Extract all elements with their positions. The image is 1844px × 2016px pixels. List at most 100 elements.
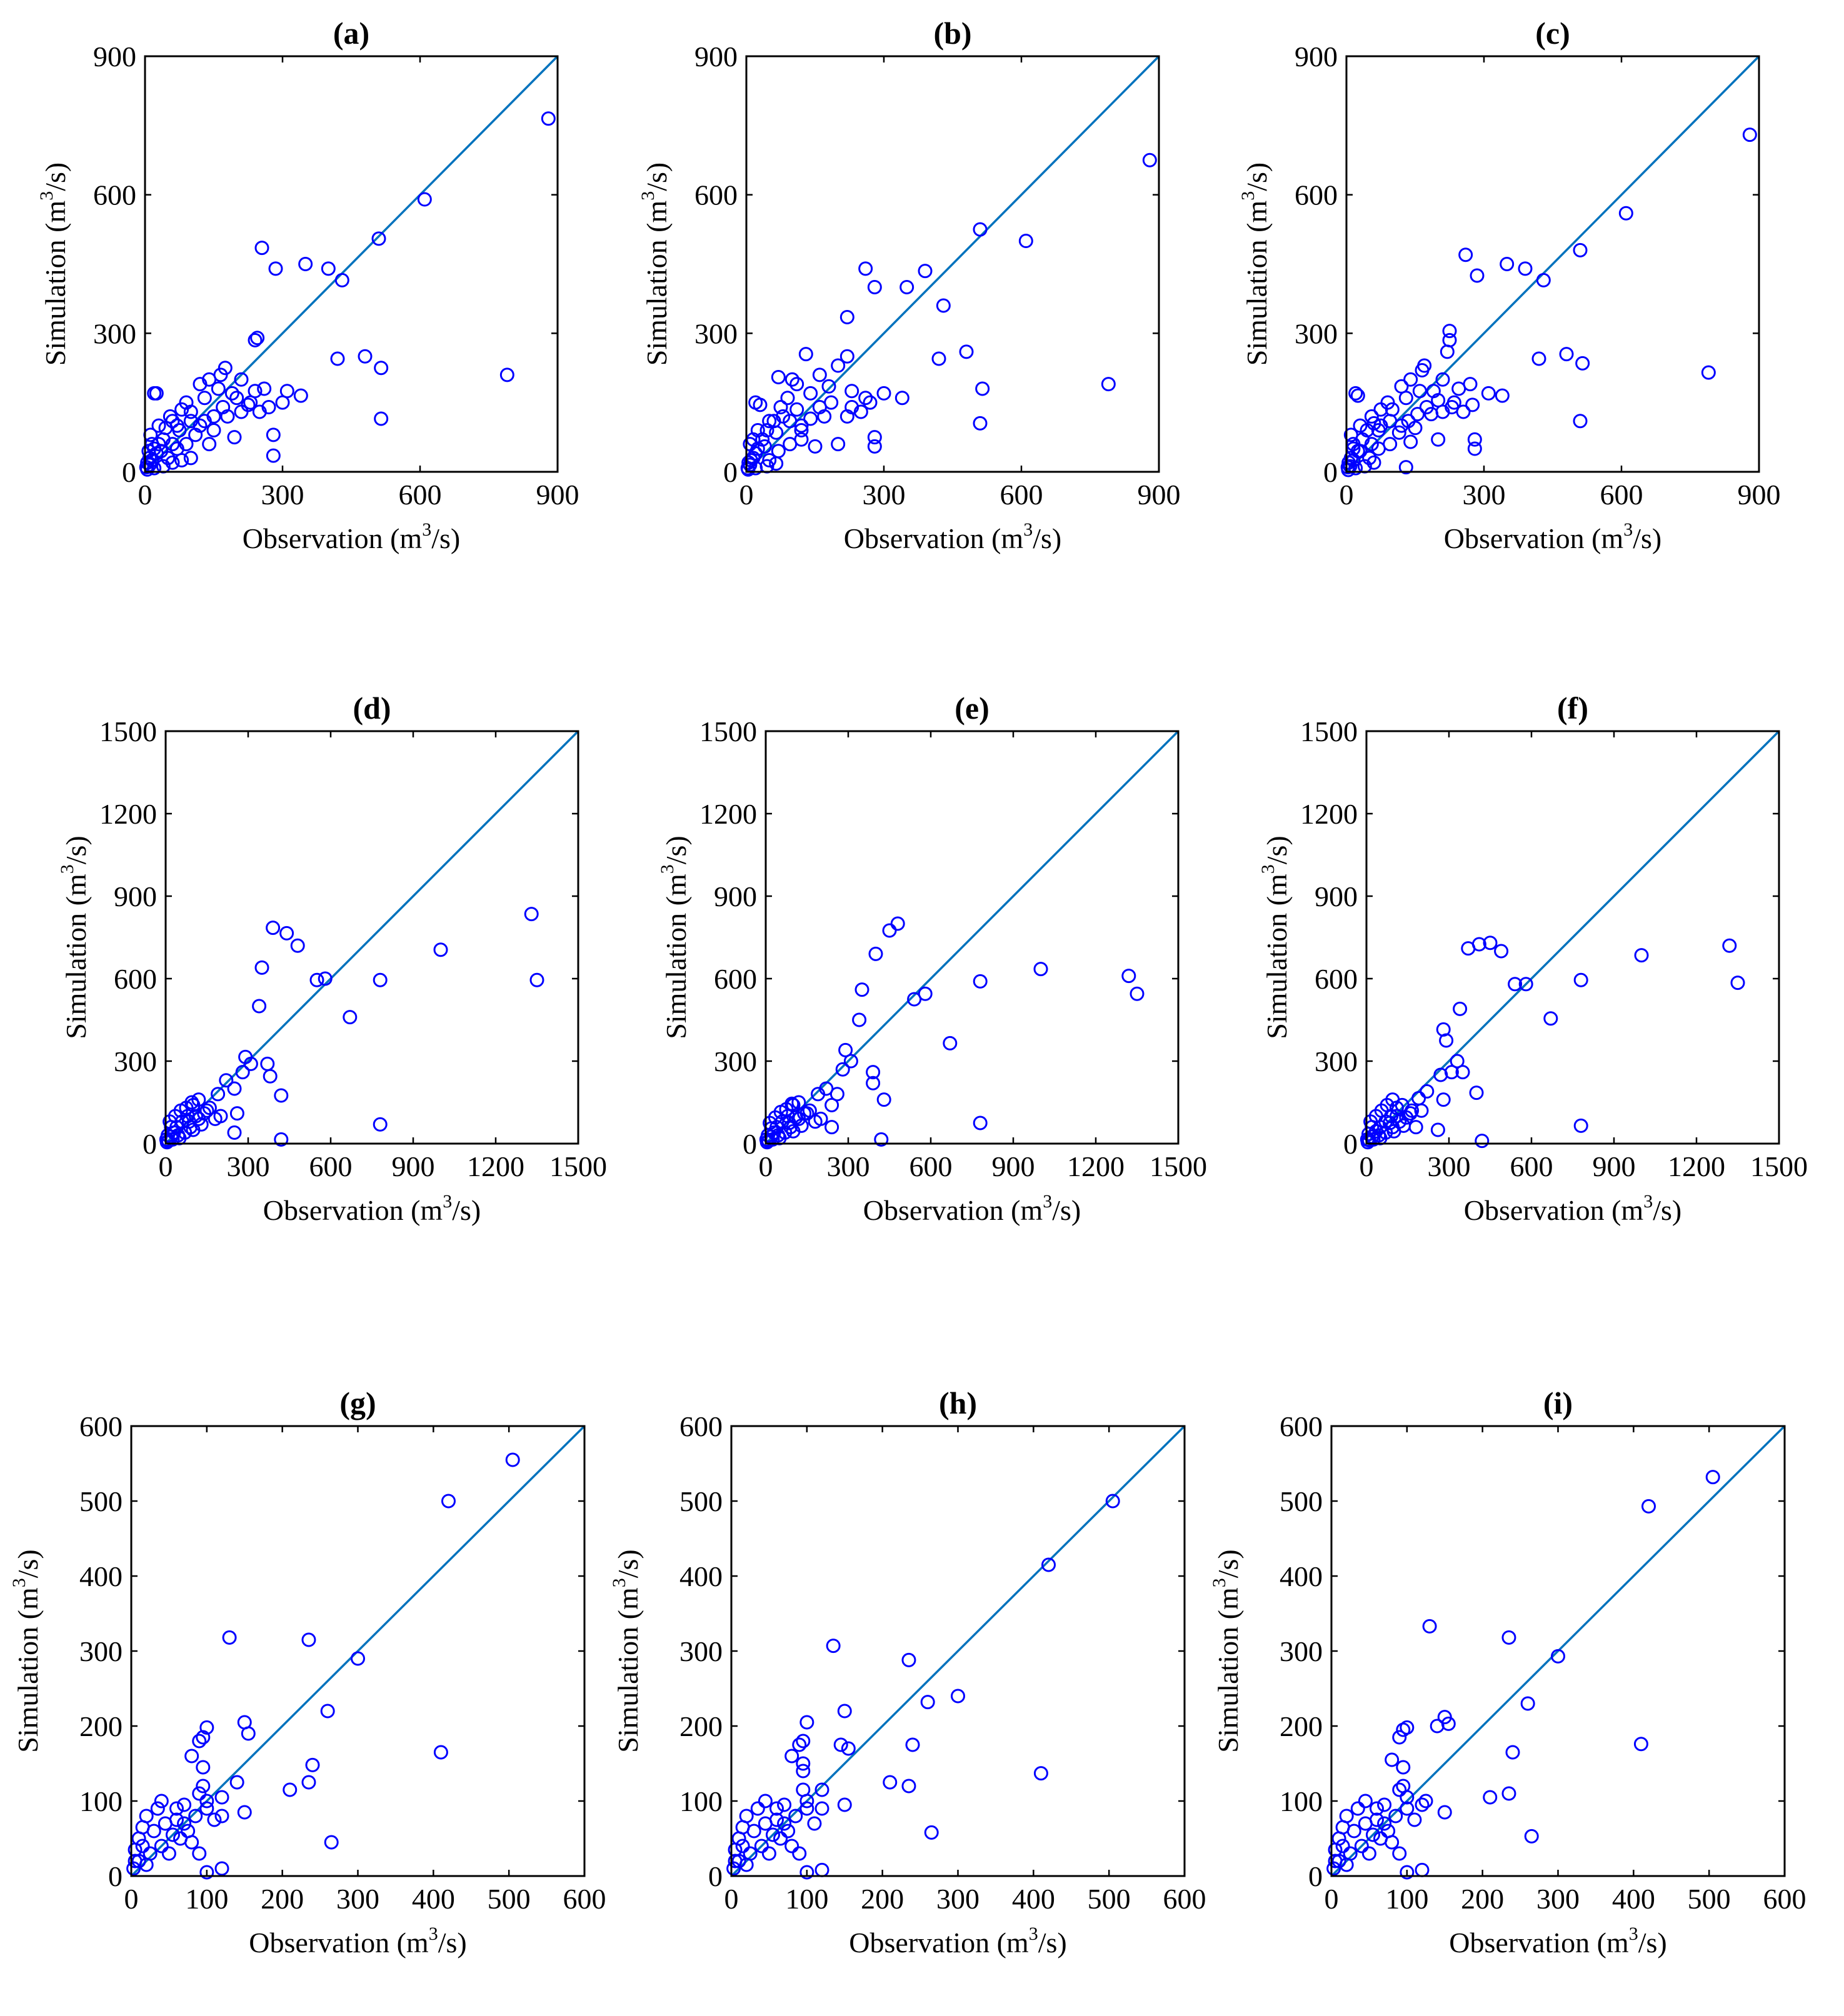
- data-point: [826, 1639, 841, 1654]
- data-point: [1465, 397, 1480, 412]
- axes-frame: [144, 55, 559, 473]
- data-point: [320, 1704, 335, 1719]
- data-point: [1501, 1786, 1516, 1801]
- data-point: [499, 367, 514, 382]
- data-point: [1455, 1065, 1470, 1080]
- data-point: [1385, 1092, 1400, 1107]
- x-tick-label: 600: [399, 479, 442, 511]
- data-point: [174, 453, 189, 468]
- axes-frame: [745, 55, 1160, 473]
- data-point: [243, 1056, 258, 1071]
- data-point: [1543, 1011, 1558, 1026]
- axes-frame: [1345, 55, 1760, 473]
- data-point: [505, 1452, 520, 1467]
- y-tick-label: 0: [1343, 1128, 1358, 1160]
- data-point: [1392, 1730, 1407, 1745]
- data-point: [812, 367, 827, 382]
- panel-title: (e): [955, 691, 990, 726]
- data-point: [831, 437, 846, 452]
- data-point: [924, 1825, 939, 1840]
- data-point: [789, 377, 804, 392]
- data-point: [1494, 944, 1509, 959]
- data-point: [184, 1749, 199, 1764]
- data-point: [199, 1801, 214, 1816]
- data-point: [735, 1839, 750, 1854]
- data-point: [529, 972, 544, 987]
- y-tick-label: 300: [679, 1635, 723, 1667]
- data-point: [1361, 1127, 1376, 1142]
- x-tick-label: 0: [1360, 1150, 1374, 1182]
- axes-frame: [764, 730, 1180, 1145]
- data-point: [1396, 1722, 1411, 1737]
- y-tick-label: 600: [79, 1410, 123, 1442]
- y-tick-label: 0: [108, 1860, 123, 1892]
- data-point: [936, 298, 951, 313]
- x-tick-label: 1500: [1150, 1150, 1207, 1182]
- data-point: [746, 1824, 761, 1839]
- data-point: [1348, 386, 1363, 401]
- x-tick-label: 900: [992, 1150, 1035, 1182]
- data-point: [199, 1865, 214, 1880]
- panel-title: (f): [1557, 691, 1588, 726]
- data-point: [261, 400, 276, 415]
- data-point: [1500, 257, 1515, 271]
- data-point: [833, 1737, 848, 1752]
- data-point: [1353, 418, 1368, 433]
- x-tick-label: 0: [159, 1150, 173, 1182]
- data-point: [765, 1827, 780, 1842]
- data-point: [1121, 969, 1136, 984]
- data-point: [206, 423, 221, 437]
- data-point: [318, 971, 333, 986]
- data-point: [371, 231, 386, 246]
- panel-title: (a): [333, 16, 369, 51]
- data-point: [433, 942, 448, 957]
- data-point: [1573, 972, 1588, 987]
- data-point: [1383, 437, 1398, 452]
- data-point: [1444, 1065, 1459, 1080]
- data-point: [1403, 434, 1418, 449]
- data-point: [1467, 441, 1482, 456]
- y-tick-label: 600: [1280, 1410, 1323, 1442]
- data-point: [279, 926, 294, 941]
- x-tick-label: 500: [1088, 1883, 1131, 1915]
- data-point: [1430, 1122, 1445, 1137]
- data-point: [254, 241, 269, 256]
- data-point: [769, 456, 784, 471]
- data-point: [783, 437, 798, 452]
- data-point: [183, 451, 198, 466]
- data-point: [769, 1801, 784, 1816]
- x-axis-label: Observation (m3/s): [263, 1191, 481, 1226]
- data-point: [874, 1132, 889, 1147]
- x-tick-label: 1500: [549, 1150, 607, 1182]
- data-point: [867, 279, 882, 294]
- x-axis-label: Observation (m3/s): [249, 1924, 466, 1959]
- data-point: [1398, 460, 1413, 475]
- data-point: [802, 1103, 817, 1118]
- y-tick-label: 0: [122, 456, 136, 488]
- data-point: [1033, 1766, 1048, 1781]
- data-point: [1483, 1790, 1498, 1805]
- y-tick-label: 600: [114, 963, 157, 995]
- panel-title: (i): [1543, 1385, 1573, 1420]
- data-point: [1518, 261, 1533, 276]
- reference-line: [764, 730, 1180, 1145]
- data-point: [1382, 1115, 1397, 1130]
- data-point: [750, 1801, 765, 1816]
- data-point: [227, 430, 242, 445]
- data-point: [740, 461, 755, 476]
- y-tick-label: 1500: [1300, 716, 1358, 747]
- data-point: [220, 409, 235, 424]
- x-axis-label: Observation (m3/s): [844, 519, 1061, 554]
- data-point: [814, 1782, 829, 1797]
- data-point: [907, 992, 922, 1007]
- data-point: [186, 1122, 201, 1137]
- y-tick-label: 900: [114, 881, 157, 912]
- y-tick-label: 300: [694, 317, 738, 349]
- x-tick-label: 300: [261, 479, 304, 511]
- data-point: [290, 938, 305, 953]
- y-tick-label: 500: [1280, 1485, 1323, 1517]
- data-point: [196, 1760, 211, 1775]
- data-point: [268, 261, 283, 276]
- data-point: [1442, 332, 1457, 347]
- data-point: [1350, 388, 1365, 403]
